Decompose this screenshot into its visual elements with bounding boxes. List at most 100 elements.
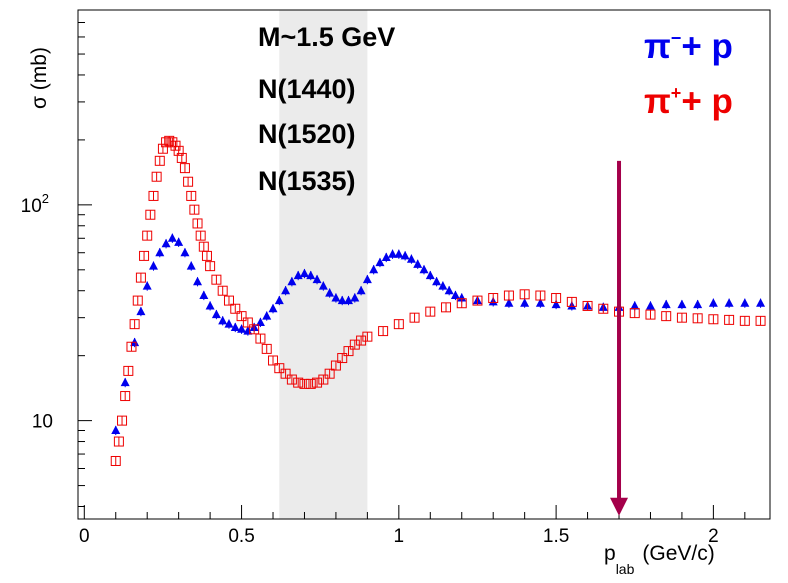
data-point — [286, 374, 297, 385]
data-point — [174, 237, 184, 246]
data-point — [183, 176, 194, 187]
data-point — [148, 190, 159, 201]
plot-frame — [77, 9, 771, 520]
data-point — [293, 377, 304, 388]
resonance-region-band — [279, 10, 368, 519]
data-point — [438, 281, 448, 290]
data-point — [504, 298, 514, 307]
data-point — [192, 218, 203, 229]
data-point — [139, 250, 150, 261]
x-axis-title-sub: lab — [616, 561, 635, 577]
data-point — [230, 303, 241, 314]
data-point — [154, 155, 165, 166]
data-point — [268, 303, 278, 313]
data-point — [151, 171, 162, 182]
data-point — [201, 250, 212, 261]
legend-pi-plus-charge: + — [671, 83, 682, 103]
data-series-layer — [110, 135, 766, 466]
data-point — [488, 293, 499, 304]
data-point — [129, 319, 140, 330]
data-point — [205, 300, 215, 310]
legend-pi-plus-symbol: π — [644, 82, 671, 121]
data-point — [535, 298, 545, 307]
data-point — [356, 285, 366, 295]
data-point — [519, 289, 530, 300]
data-point — [740, 298, 750, 307]
data-point — [180, 247, 190, 257]
data-point — [217, 285, 228, 296]
y-tick-label-base: 10 — [32, 412, 53, 433]
legend-pi-plus: π++ p — [644, 82, 733, 121]
data-point — [186, 261, 196, 270]
data-point — [287, 276, 297, 286]
data-point — [755, 315, 766, 326]
y-tick-label: 102 — [21, 191, 49, 217]
data-point — [145, 209, 156, 220]
data-point — [456, 298, 467, 309]
data-point — [388, 249, 398, 258]
data-point — [535, 290, 546, 301]
data-point — [262, 311, 272, 320]
data-point — [324, 368, 335, 379]
data-point — [661, 311, 672, 322]
data-point — [325, 288, 335, 297]
x-tick-label: 0 — [79, 526, 90, 547]
data-point — [457, 293, 467, 302]
data-point — [218, 315, 228, 325]
data-point — [472, 295, 483, 306]
data-point — [306, 270, 316, 280]
annotation-line-n1440: N(1440) — [258, 74, 356, 104]
data-point — [230, 322, 240, 332]
legend-pi-plus-rest: + p — [681, 82, 733, 121]
x-axis-title: plab (GeV/c) — [604, 542, 715, 577]
data-point — [724, 298, 734, 307]
data-point — [120, 391, 131, 402]
data-point — [350, 293, 360, 302]
data-point — [551, 299, 561, 309]
data-point — [237, 324, 247, 333]
data-point — [205, 261, 216, 272]
data-point — [142, 281, 152, 290]
data-point — [661, 299, 671, 309]
data-point — [170, 140, 181, 151]
data-point — [381, 252, 391, 262]
data-point — [111, 425, 121, 434]
x-tick-label: 2 — [708, 526, 719, 547]
data-point — [167, 233, 177, 242]
data-point — [344, 295, 354, 305]
data-point — [318, 374, 329, 385]
data-point — [394, 249, 404, 258]
data-point — [551, 293, 562, 304]
data-point — [126, 341, 137, 352]
data-point — [330, 360, 341, 371]
data-point — [312, 377, 323, 388]
y-axis-title: σ (mb) — [28, 47, 51, 109]
data-point — [274, 295, 284, 305]
data-point — [249, 324, 260, 335]
data-point — [425, 306, 436, 317]
data-point — [132, 295, 143, 306]
data-point — [739, 315, 750, 326]
data-point — [161, 238, 171, 248]
data-point — [444, 285, 454, 295]
legend-pi-minus-rest: + p — [681, 27, 733, 66]
data-point — [400, 250, 410, 260]
data-point — [211, 274, 222, 285]
data-point — [179, 163, 190, 174]
data-point — [299, 378, 310, 389]
data-point — [645, 300, 655, 310]
data-point — [155, 247, 165, 257]
annotation-line-n1520: N(1520) — [258, 119, 356, 149]
data-point — [425, 270, 435, 280]
data-point — [630, 300, 640, 310]
x-axis-title-unit: (GeV/c) — [642, 542, 714, 565]
data-point — [432, 276, 442, 286]
data-point — [113, 436, 124, 447]
data-point — [645, 309, 656, 320]
data-point — [176, 152, 187, 163]
data-point — [281, 285, 291, 295]
axis-ticks — [78, 9, 746, 519]
data-point — [369, 264, 379, 274]
data-point — [136, 306, 146, 316]
